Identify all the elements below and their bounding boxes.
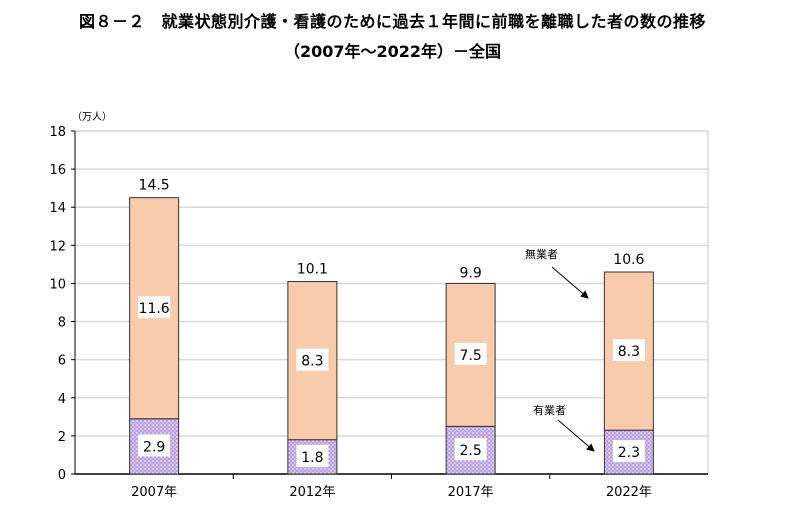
- x-tick-label: 2012年: [289, 485, 335, 500]
- annotation-employed: 有業者: [533, 403, 566, 417]
- value-label-unemployed: 8.3: [618, 344, 640, 360]
- y-tick-label: 6: [58, 354, 66, 369]
- value-label-employed: 2.9: [143, 439, 165, 455]
- y-tick-label: 8: [58, 316, 66, 331]
- y-tick-label: 10: [49, 277, 66, 292]
- y-tick-label: 18: [49, 125, 66, 140]
- x-tick-label: 2007年: [131, 485, 177, 500]
- value-label-employed: 1.8: [301, 450, 323, 466]
- annotation-unemployed: 無業者: [525, 247, 558, 261]
- value-label-employed-bg: [612, 440, 645, 463]
- value-label-employed: 2.5: [459, 443, 481, 459]
- annotation-arrow-employed: [557, 419, 595, 452]
- x-tick-label: 2022年: [606, 485, 652, 500]
- x-tick-label: 2017年: [448, 485, 494, 500]
- value-label-unemployed-bg: [454, 342, 487, 365]
- y-tick-label: 2: [58, 430, 66, 445]
- chart-subtitle: （2007年～2022年）－全国: [283, 42, 502, 61]
- y-tick-label: 12: [49, 239, 66, 254]
- value-label-employed: 2.3: [618, 445, 640, 461]
- value-label-unemployed: 7.5: [459, 348, 481, 364]
- chart-title: 図８－２ 就業状態別介護・看護のために過去１年間に前職を離職した者の数の推移: [78, 12, 706, 31]
- value-label-unemployed-bg: [612, 339, 645, 362]
- value-label-employed-bg: [454, 438, 487, 461]
- y-tick-label: 16: [49, 163, 66, 178]
- total-label: 10.6: [613, 252, 644, 268]
- value-label-unemployed: 11.6: [139, 301, 170, 317]
- value-label-unemployed: 8.3: [301, 354, 323, 370]
- value-label-unemployed-bg: [138, 296, 171, 319]
- value-label-employed-bg: [138, 434, 171, 457]
- total-label: 10.1: [297, 262, 328, 278]
- y-tick-label: 4: [58, 392, 66, 407]
- y-axis-unit-label: （万人）: [72, 111, 112, 123]
- value-label-unemployed-bg: [296, 348, 329, 371]
- y-tick-label: 0: [58, 468, 66, 483]
- value-label-employed-bg: [296, 444, 329, 467]
- annotation-arrow-unemployed: [551, 266, 589, 299]
- total-label: 14.5: [139, 178, 170, 194]
- y-tick-label: 14: [49, 201, 66, 216]
- total-label: 9.9: [459, 265, 481, 281]
